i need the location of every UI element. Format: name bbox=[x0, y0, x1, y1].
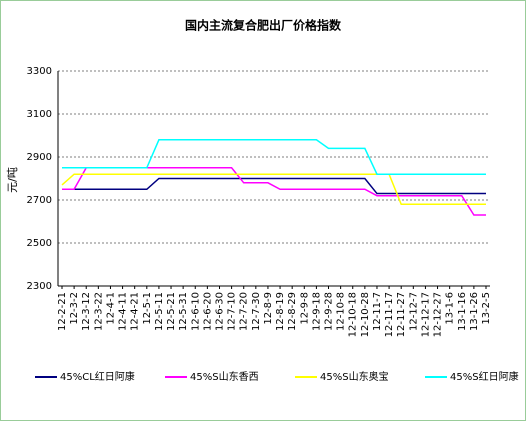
legend-label: 45%S山东奥宝 bbox=[320, 370, 389, 383]
y-axis-label: 元/吨 bbox=[6, 167, 19, 193]
y-tick-label: 2900 bbox=[27, 152, 52, 163]
x-tick-label: 12-9-28 bbox=[324, 292, 335, 331]
x-tick-label: 12-12-27 bbox=[433, 292, 444, 337]
x-tick-label: 12-8-29 bbox=[287, 292, 298, 331]
x-tick-label: 13-2-5 bbox=[481, 292, 492, 325]
chart-title: 国内主流复合肥出厂价格指数 bbox=[185, 18, 342, 33]
x-tick-label: 12-9-8 bbox=[299, 292, 310, 325]
x-tick-label: 12-6-10 bbox=[190, 292, 201, 331]
x-tick-label: 12-11-27 bbox=[396, 292, 407, 337]
x-tick-label: 12-2-21 bbox=[57, 292, 68, 331]
x-tick-label: 13-1-26 bbox=[469, 292, 480, 331]
x-tick-label: 12-8-19 bbox=[275, 292, 286, 331]
x-tick-label: 12-4-21 bbox=[130, 292, 141, 331]
series-line bbox=[61, 173, 486, 206]
x-tick-label: 13-1-16 bbox=[457, 292, 468, 331]
x-tick-label: 12-10-28 bbox=[360, 292, 371, 337]
x-tick-label: 12-5-1 bbox=[142, 292, 153, 325]
y-tick-label: 2500 bbox=[27, 238, 52, 249]
y-tick-label: 2700 bbox=[27, 195, 52, 206]
x-tick-label: 12-5-21 bbox=[166, 292, 177, 331]
x-tick-label: 12-5-31 bbox=[178, 292, 189, 331]
x-tick-label: 12-12-17 bbox=[420, 292, 431, 337]
x-tick-label: 12-3-12 bbox=[81, 292, 92, 331]
x-tick-label: 12-7-20 bbox=[239, 292, 250, 331]
x-tick-label: 12-8-9 bbox=[263, 292, 274, 325]
x-tick-label: 12-11-17 bbox=[384, 292, 395, 337]
x-tick-label: 12-4-1 bbox=[105, 292, 116, 325]
x-tick-label: 12-9-18 bbox=[311, 292, 322, 331]
y-tick-label: 3300 bbox=[27, 66, 52, 77]
x-tick-label: 12-11-7 bbox=[372, 292, 383, 331]
x-tick-label: 12-3-22 bbox=[93, 292, 104, 331]
series-line bbox=[62, 139, 486, 175]
x-tick-label: 12-6-30 bbox=[214, 292, 225, 331]
series-line bbox=[62, 177, 486, 195]
x-tick-label: 12-7-10 bbox=[227, 292, 238, 331]
x-tick-label: 12-7-30 bbox=[251, 292, 262, 331]
legend-label: 45%S红日阿康 bbox=[450, 370, 519, 383]
x-tick-label: 12-10-18 bbox=[348, 292, 359, 337]
x-tick-label: 13-1-6 bbox=[445, 292, 456, 325]
y-tick-label: 2300 bbox=[27, 281, 52, 292]
x-tick-label: 12-5-11 bbox=[154, 292, 165, 331]
y-tick-label: 3100 bbox=[27, 109, 52, 120]
x-tick-label: 12-10-8 bbox=[336, 292, 347, 331]
x-tick-label: 12-4-11 bbox=[118, 292, 129, 331]
legend-label: 45%CL红日阿康 bbox=[60, 370, 135, 383]
x-tick-label: 12-3-2 bbox=[69, 292, 80, 325]
legend-label: 45%S山东香西 bbox=[190, 370, 259, 383]
x-tick-label: 12-6-20 bbox=[202, 292, 213, 331]
x-tick-label: 12-12-7 bbox=[408, 292, 419, 331]
